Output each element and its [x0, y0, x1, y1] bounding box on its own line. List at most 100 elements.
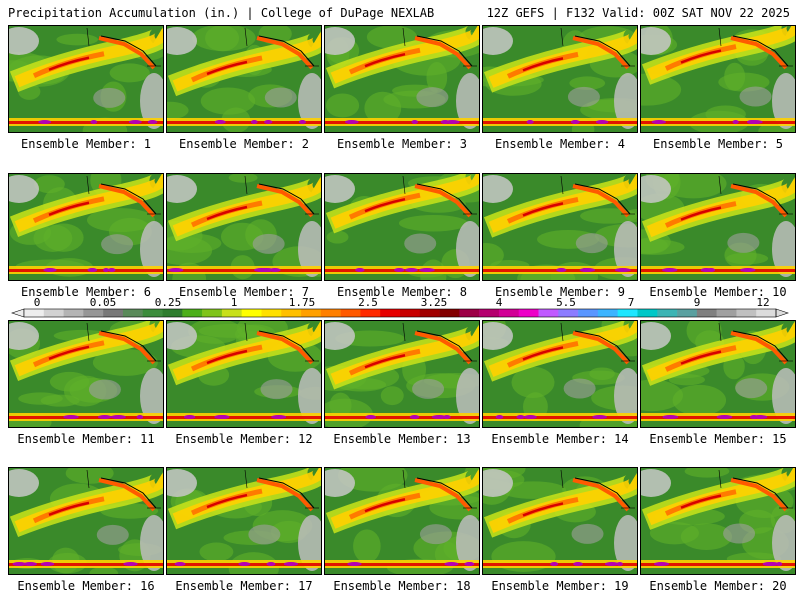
colorbar-swatch	[479, 309, 500, 317]
colorbar-swatch	[261, 309, 282, 317]
ensemble-panel-11: Ensemble Member: 11	[8, 320, 164, 446]
dry-area-asia	[167, 27, 197, 55]
dry-area-north-america	[614, 221, 637, 277]
itcz-core	[9, 563, 163, 566]
light-precip-field	[649, 521, 699, 545]
dry-area-asia	[167, 322, 197, 350]
colorbar-swatch	[736, 309, 757, 317]
dry-area-asia	[483, 322, 513, 350]
coastal-precip	[256, 36, 314, 70]
coastline	[100, 330, 157, 362]
itcz-heavy-cell	[431, 415, 447, 419]
ensemble-panel-4: Ensemble Member: 4	[482, 25, 638, 151]
dry-area-asia	[483, 469, 513, 497]
ensemble-panel-5: Ensemble Member: 5	[640, 25, 796, 151]
coastline	[732, 477, 789, 509]
light-precip-field	[398, 214, 468, 232]
colorbar-swatch	[162, 309, 183, 317]
border-line	[402, 27, 406, 47]
colorbar-swatch	[617, 309, 638, 317]
coastline	[416, 330, 473, 362]
dry-area-asia	[9, 322, 39, 350]
precip-map	[324, 173, 480, 281]
light-precip-field	[200, 87, 256, 115]
dry-area-asia	[9, 175, 39, 203]
itcz-heavy-cell	[97, 415, 112, 419]
colorbar-swatch	[439, 309, 460, 317]
itcz-heavy-cell	[651, 120, 667, 124]
border-line	[244, 27, 248, 47]
colorbar-tick-label: 4	[495, 296, 503, 309]
ensemble-panel-13: Ensemble Member: 13	[324, 320, 480, 446]
storm-track-max	[48, 345, 90, 360]
dry-area-asia	[483, 175, 513, 203]
ensemble-panel-14: Ensemble Member: 14	[482, 320, 638, 446]
itcz-heavy-cell	[595, 120, 609, 124]
itcz-heavy-cell	[344, 120, 359, 124]
coastline	[416, 183, 473, 215]
ensemble-panel-2: Ensemble Member: 2	[166, 25, 322, 151]
storm-track-max	[206, 493, 248, 509]
dry-area-asia	[641, 175, 671, 203]
colorbar-tick-label: 3.25	[420, 296, 448, 309]
coastline	[100, 477, 157, 509]
colorbar-swatch	[360, 309, 381, 317]
coastline	[258, 477, 315, 509]
coastal-precip	[414, 36, 472, 70]
itcz-heavy-cell	[43, 268, 57, 272]
itcz-heavy-cell	[523, 415, 537, 419]
coastline	[258, 183, 315, 215]
itcz-heavy-cell	[136, 415, 144, 419]
colorbar-swatch	[756, 309, 777, 317]
panel-caption: Ensemble Member: 10	[649, 285, 787, 299]
itcz-heavy-cell	[271, 415, 287, 419]
itcz-heavy-cell	[283, 562, 299, 566]
coastal-precip	[730, 331, 788, 365]
precip-map	[8, 467, 164, 575]
precip-map	[324, 467, 480, 575]
panel-caption: Ensemble Member: 3	[336, 137, 468, 151]
colorbar-swatch	[122, 309, 144, 317]
light-precip-field	[109, 63, 150, 83]
colorbar-swatch	[340, 309, 361, 317]
coastline	[100, 35, 157, 67]
panel-caption: Ensemble Member: 9	[494, 285, 626, 299]
coastal-precip	[730, 184, 788, 218]
border-line	[244, 322, 248, 342]
coastline	[258, 35, 315, 67]
dry-area-north-america	[140, 368, 163, 424]
dry-patch	[248, 524, 281, 545]
itcz-core	[641, 269, 795, 272]
ensemble-panel-12: Ensemble Member: 12	[166, 320, 322, 446]
colorbar-swatch	[597, 309, 618, 317]
dry-area-north-america	[772, 73, 795, 129]
itcz-heavy-cell	[147, 120, 158, 124]
precip-colorbar	[11, 308, 789, 318]
storm-track-max	[364, 353, 406, 369]
colorbar-swatch	[716, 309, 737, 317]
dry-area-north-america	[140, 73, 163, 129]
colorbar-swatch	[459, 309, 480, 317]
colorbar-swatch	[241, 309, 262, 317]
dry-area-north-america	[140, 515, 163, 571]
itcz-core	[325, 121, 479, 124]
itcz-heavy-cell	[716, 415, 733, 419]
itcz-heavy-cell	[63, 415, 79, 419]
itcz-core	[483, 121, 637, 124]
itcz-heavy-cell	[250, 120, 258, 124]
panel-caption: Ensemble Member: 11	[17, 432, 155, 446]
itcz-heavy-cell	[495, 415, 504, 419]
storm-track-max	[48, 56, 90, 71]
dry-patch	[404, 233, 437, 254]
storm-track-max	[364, 52, 406, 68]
light-precip-field	[89, 566, 119, 574]
ensemble-panel-3: Ensemble Member: 3	[324, 25, 480, 151]
colorbar-swatch	[24, 309, 45, 317]
storm-track-max	[364, 197, 406, 213]
dry-area-asia	[641, 27, 671, 55]
dry-patch	[739, 86, 772, 107]
precip-map	[8, 173, 164, 281]
ensemble-panel-16: Ensemble Member: 16	[8, 467, 164, 593]
ensemble-panel-15: Ensemble Member: 15	[640, 320, 796, 446]
itcz-heavy-cell	[110, 415, 126, 419]
